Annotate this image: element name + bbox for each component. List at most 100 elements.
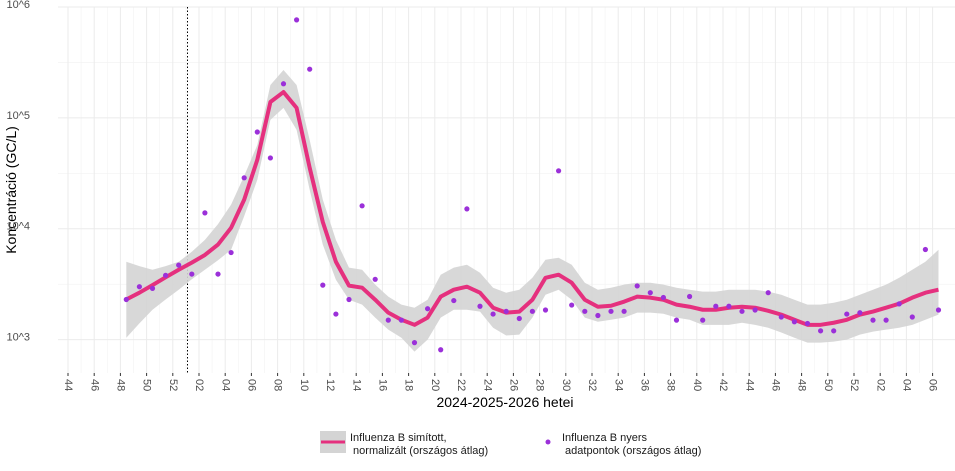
data-point [176,262,182,268]
data-point [228,249,234,256]
data-point [791,319,797,325]
data-point [844,311,850,317]
legend-points: Influenza B nyers adatpontok (országos á… [540,431,701,470]
data-point [857,310,863,316]
data-point [123,296,129,303]
data-point [713,303,719,309]
data-point [241,175,247,181]
x-tick-label: 06 [245,379,257,391]
data-point [804,320,811,327]
data-point [542,307,549,313]
y-axis-title: Koncentráció (GC/L) [3,126,19,254]
x-axis-title: 2024-2025-2026 hetei [436,394,573,410]
data-point [634,283,640,289]
x-tick-label: 32 [586,379,598,391]
x-tick-label: 06 [927,379,939,391]
x-tick-label: 50 [141,379,153,391]
legend-dot [545,439,551,445]
data-point [608,308,614,314]
x-tick-label: 50 [822,379,834,391]
data-point [189,271,195,277]
x-tick-label: 04 [900,379,912,391]
data-point [451,297,457,304]
data-point [647,290,653,296]
data-point [346,296,352,303]
x-tick-label: 18 [403,379,415,391]
x-tick-label: 22 [455,379,467,391]
data-point [529,308,535,314]
x-tick-label: 16 [376,379,388,391]
x-tick-label: 02 [193,379,205,391]
data-point [595,312,601,319]
data-point [411,340,418,346]
data-point [870,317,876,323]
x-tick-label: 42 [717,379,729,391]
x-tick-label: 10 [298,379,310,391]
x-tick-label: 14 [350,379,362,391]
y-tick-label: 10^5 [6,110,30,122]
data-point [307,66,313,72]
confidence-band [126,70,939,352]
x-tick-label: 48 [114,379,126,391]
data-point [398,317,404,323]
data-point [883,317,889,323]
x-tick-label: 44 [743,379,755,391]
data-point [817,328,824,334]
y-tick-label: 10^6 [6,0,30,11]
data-point [660,294,666,301]
data-point [202,210,208,216]
legend-line: Influenza B simított, normalizált (orszá… [320,431,488,470]
data-point [621,308,627,314]
data-point [136,284,142,290]
x-tick-label: 12 [324,379,336,391]
legend-label: Influenza B nyers adatpontok (országos á… [562,432,702,457]
x-tick-label: 28 [534,379,546,391]
data-point [424,306,431,312]
x-tick-label: 40 [691,379,703,391]
data-point [831,328,837,334]
x-tick-label: 20 [429,379,441,391]
x-tick-label: 52 [167,379,179,391]
data-point [385,317,391,323]
data-point [464,206,470,212]
data-point [477,303,483,309]
data-point [490,311,496,317]
data-point [293,17,300,23]
data-point [935,307,942,313]
smoothed-line [125,90,939,327]
x-tick-label: 26 [507,379,519,391]
data-point [372,276,378,282]
x-tick-label: 44 [62,379,74,391]
x-tick-label: 38 [665,379,677,391]
x-tick-label: 34 [612,379,624,391]
data-point [686,293,693,300]
data-point [359,203,365,209]
legend-label: Influenza B simított, normalizált (orszá… [350,432,489,457]
data-point [896,301,902,307]
data-point [673,317,680,323]
data-point [739,308,745,314]
x-tick-label: 24 [481,379,493,391]
legend-key [545,439,551,445]
x-tick-label: 52 [848,379,860,391]
data-point [569,302,575,308]
x-tick-label: 48 [796,379,808,391]
data-point [922,246,928,253]
data-point [267,155,273,161]
data-point [516,315,522,322]
x-tick-label: 46 [88,379,100,391]
data-point [700,317,706,323]
y-tick-label: 10^4 [6,221,30,233]
x-tick-label: 30 [560,379,572,391]
data-point [555,168,562,174]
data-point [333,311,339,317]
x-tick-label: 36 [638,379,650,391]
data-point [280,81,287,87]
data-point [752,307,758,313]
data-point [215,271,221,277]
x-tick-label: 04 [219,379,231,391]
data-point [320,282,326,288]
data-point [162,272,169,278]
